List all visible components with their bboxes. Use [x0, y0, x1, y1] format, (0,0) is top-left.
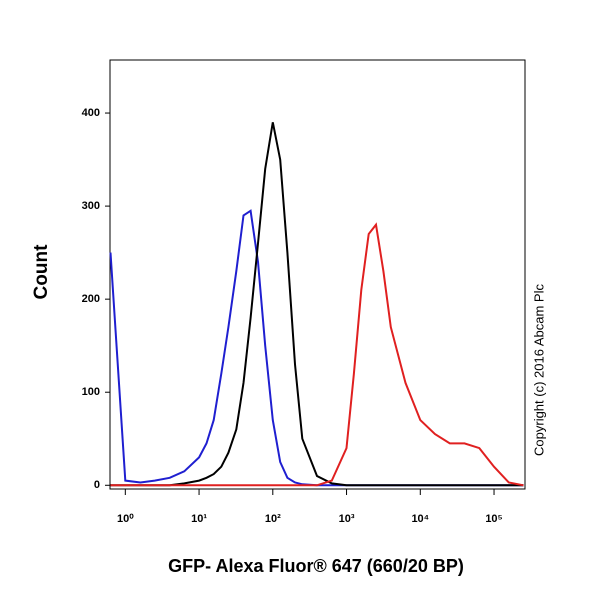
y-tick-label: 400	[82, 107, 100, 119]
copyright: Copyright (c) 2016 Abcam Plc	[531, 284, 546, 456]
y-tick-label: 0	[94, 479, 100, 491]
y-tick-label: 200	[82, 293, 100, 305]
y-tick-label: 300	[82, 200, 100, 212]
x-tick-label: 10⁴	[411, 513, 429, 525]
x-tick-label: 10⁰	[117, 513, 134, 525]
series-line	[110, 222, 524, 487]
x-tick-label: 10¹	[191, 513, 207, 525]
x-tick-label: 10³	[339, 513, 355, 525]
plot-frame	[109, 59, 526, 490]
series-line	[110, 122, 524, 487]
x-tick-label: 10²	[265, 513, 281, 525]
y-tick-label: 100	[82, 386, 100, 398]
x-axis-label: GFP- Alexa Fluor® 647 (660/20 BP)	[168, 556, 464, 576]
y-axis-label: Count	[31, 244, 52, 300]
x-tick-label: 10⁵	[485, 513, 502, 525]
